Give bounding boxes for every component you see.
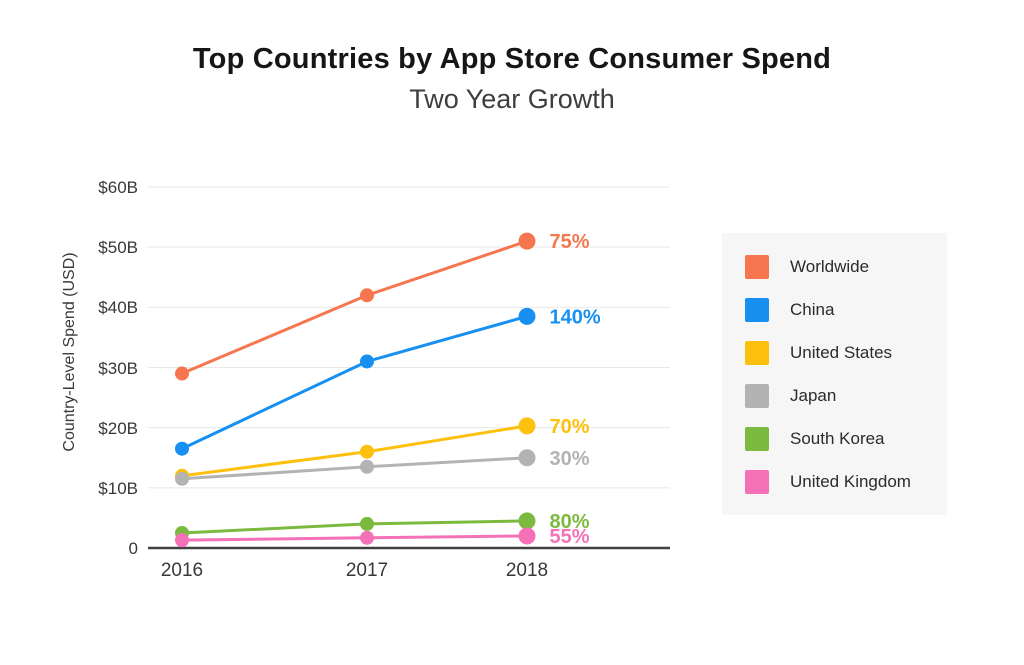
data-point-worldwide-2017 — [360, 288, 374, 303]
legend-swatch-south-korea — [745, 426, 769, 451]
data-point-china-2017 — [360, 354, 374, 369]
legend-item-united-kingdom: United Kingdom — [745, 469, 947, 494]
data-point-united-kingdom-2016 — [175, 533, 189, 548]
y-tick-20b: $20B — [98, 419, 138, 438]
data-point-united-kingdom-2017 — [360, 530, 374, 545]
legend-item-china: China — [745, 297, 947, 322]
data-point-united-states-2018 — [518, 417, 536, 435]
data-point-south-korea-2017 — [360, 516, 374, 531]
page-title: Top Countries by App Store Consumer Spen… — [192, 43, 832, 75]
growth-label-united-states: 70% — [550, 416, 590, 438]
data-point-south-korea-2018 — [518, 512, 536, 530]
y-tick-50b: $50B — [98, 238, 138, 257]
series-line-south-korea — [181, 519, 528, 535]
x-tick-2018: 2018 — [506, 560, 548, 581]
legend: Worldwide China United States Japan South Ko… — [722, 233, 947, 515]
growth-label-japan: 30% — [550, 448, 590, 470]
data-point-china-2016 — [175, 441, 189, 456]
chart-header: Top Countries by App Store Consumer Spen… — [0, 0, 1024, 115]
data-point-china-2018 — [518, 307, 536, 325]
legend-label-united-kingdom: United Kingdom — [790, 471, 911, 491]
legend-item-south-korea: South Korea — [745, 426, 947, 451]
x-tick-2016: 2016 — [161, 560, 203, 581]
data-point-japan-2016 — [175, 471, 189, 486]
legend-item-united-states: United States — [745, 340, 947, 365]
legend-label-united-states: United States — [790, 342, 893, 362]
legend-swatch-worldwide — [745, 254, 769, 279]
series-layer: 75% 140% 70% 30% 80%55% — [175, 231, 601, 548]
gridlines — [148, 186, 670, 489]
y-tick-40b: $40B — [98, 298, 138, 317]
y-tick-0: 0 — [129, 539, 138, 558]
growth-label-united-kingdom: 55% — [550, 526, 590, 548]
series-line-china — [181, 314, 528, 451]
data-point-japan-2018 — [518, 449, 536, 467]
legend-swatch-china — [745, 297, 769, 322]
growth-label-south-korea: 80% — [550, 511, 590, 533]
data-point-worldwide-2018 — [518, 232, 536, 250]
data-point-japan-2017 — [360, 459, 374, 474]
legend-item-worldwide: Worldwide — [745, 254, 947, 279]
data-point-united-states-2017 — [360, 444, 374, 459]
legend-label-south-korea: South Korea — [790, 428, 885, 448]
y-tick-60b: $60B — [98, 178, 138, 197]
legend-label-worldwide: Worldwide — [790, 256, 870, 276]
y-axis-title: Country-Level Spend (USD) — [61, 252, 78, 451]
page-subtitle: Two Year Growth — [409, 83, 615, 114]
data-point-worldwide-2016 — [175, 366, 189, 381]
legend-item-japan: Japan — [745, 383, 947, 408]
growth-label-china: 140% — [550, 306, 601, 328]
series-line-united-kingdom — [181, 534, 528, 542]
y-axis-tick-labels: $60B $50B $40B $30B $20B $10B 0 — [98, 178, 138, 558]
legend-swatch-united-states — [745, 340, 769, 365]
growth-label-worldwide: 75% — [550, 231, 590, 253]
x-axis-tick-labels: 2016 2017 2018 — [161, 560, 548, 581]
legend-label-china: China — [790, 299, 835, 319]
data-point-united-kingdom-2018 — [518, 527, 536, 545]
legend-label-japan: Japan — [790, 385, 837, 405]
y-tick-30b: $30B — [98, 359, 138, 378]
x-tick-2017: 2017 — [346, 560, 388, 581]
legend-swatch-japan — [745, 383, 769, 408]
y-tick-10b: $10B — [98, 479, 138, 498]
legend-swatch-united-kingdom — [745, 469, 769, 494]
